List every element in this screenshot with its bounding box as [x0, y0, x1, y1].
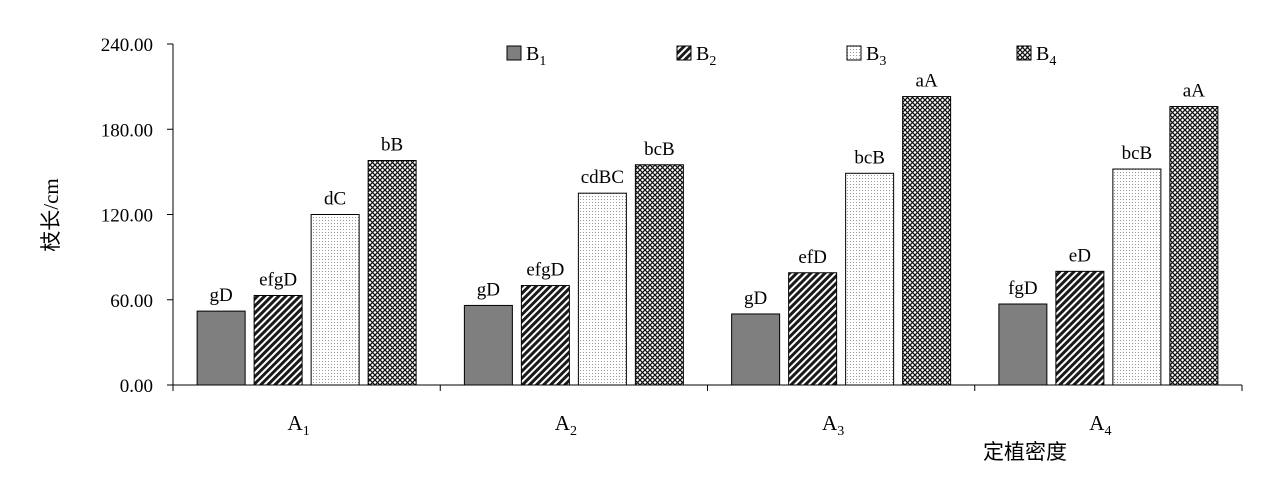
legend-swatch — [1016, 45, 1032, 61]
bar-significance-label: eD — [1069, 245, 1091, 266]
bar-B1-A4 — [998, 303, 1048, 386]
bar-B3-A4 — [1112, 168, 1162, 386]
bar-significance-label: cdBC — [581, 167, 624, 188]
bar-B2-A3 — [788, 272, 838, 386]
bar-B2-A1 — [253, 294, 303, 386]
y-tick-label: 180.00 — [101, 120, 153, 141]
x-category-label: A4 — [1089, 411, 1111, 439]
bar-B2-A4 — [1055, 270, 1105, 386]
bar-significance-label: aA — [916, 71, 938, 92]
bar-significance-label: aA — [1183, 81, 1205, 102]
legend-swatch — [506, 45, 522, 61]
y-tick-label: 0.00 — [120, 376, 153, 397]
legend-label: B1 — [526, 43, 546, 69]
bar-significance-label: dC — [324, 189, 346, 210]
bar-labels-group: gD gD gD fgD efgD efgD efD eD dC cdBC bcB bcB bB bcB a… — [210, 71, 1206, 309]
y-axis-title: 枝长/cm — [39, 178, 63, 252]
bar-B3-A1 — [310, 214, 360, 386]
bar-significance-label: gD — [477, 279, 500, 300]
legend-label: B2 — [696, 43, 716, 69]
x-category-label: A2 — [555, 411, 577, 439]
bar-significance-label: bcB — [854, 147, 885, 168]
bar-significance-label: bB — [381, 135, 403, 156]
bar-B1-A3 — [731, 313, 781, 386]
bar-significance-label: bcB — [1122, 143, 1153, 164]
bar-B4-A1 — [367, 160, 417, 386]
bar-significance-label: efgD — [526, 260, 564, 281]
bar-B2-A2 — [520, 285, 570, 386]
y-tick-label: 120.00 — [101, 206, 153, 227]
x-category-label: A1 — [288, 411, 310, 439]
legend-swatch — [676, 45, 692, 61]
x-axis-title: 定植密度 — [983, 440, 1067, 464]
bar-significance-label: efgD — [259, 269, 297, 290]
bar-significance-label: fgD — [1008, 278, 1038, 299]
bar-B3-A3 — [845, 172, 895, 386]
bar-B1-A1 — [196, 310, 246, 386]
x-category-label: A3 — [822, 411, 844, 439]
bar-B4-A2 — [634, 164, 684, 386]
legend: B1 B2 B3 B4 — [506, 43, 1056, 69]
bar-B3-A2 — [577, 192, 627, 386]
bars-group — [196, 96, 1219, 386]
y-tick-label: 240.00 — [101, 35, 153, 56]
bar-significance-label: efD — [798, 247, 826, 268]
bar-B1-A2 — [463, 304, 513, 386]
bar-significance-label: gD — [744, 288, 767, 309]
bar-B4-A4 — [1169, 106, 1219, 386]
legend-label: B4 — [1036, 43, 1056, 69]
legend-swatch — [846, 45, 862, 61]
bar-significance-label: gD — [210, 285, 233, 306]
bar-B4-A3 — [902, 96, 952, 386]
legend-label: B3 — [866, 43, 886, 69]
bar-significance-label: bcB — [644, 139, 675, 160]
y-tick-label: 60.00 — [110, 291, 153, 312]
